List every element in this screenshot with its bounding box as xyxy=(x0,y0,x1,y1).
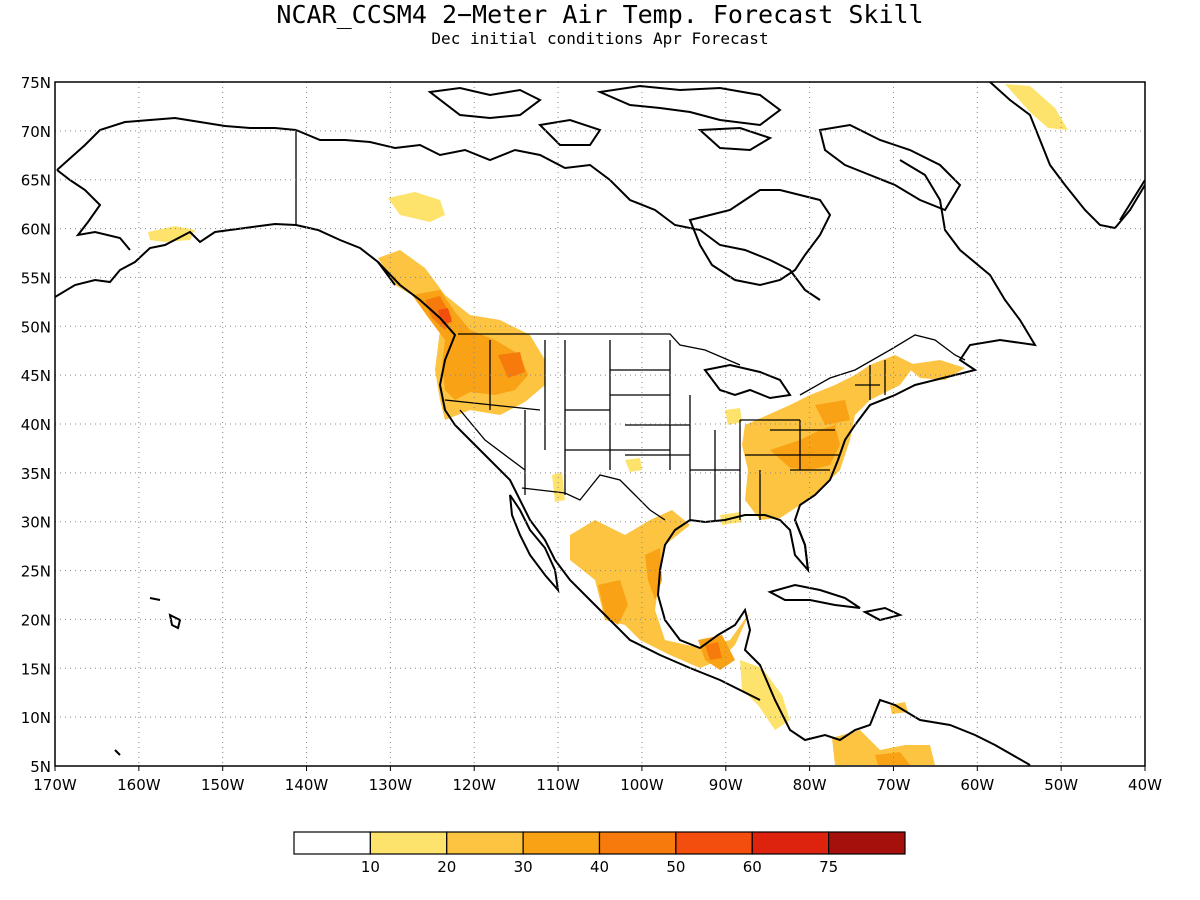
coast-florida xyxy=(794,519,809,571)
shade-mexico xyxy=(570,510,750,668)
lon-tick-label: 90W xyxy=(709,776,743,794)
coast-west-us xyxy=(377,261,761,701)
coast-alaska-sw xyxy=(56,169,131,251)
border-us-mexico xyxy=(521,474,666,521)
colorbar-swatch xyxy=(598,831,677,855)
lat-tick-label: 15N xyxy=(21,660,51,678)
lat-tick-label: 10N xyxy=(21,709,51,727)
chart-subtitle: Dec initial conditions Apr Forecast xyxy=(431,29,769,48)
coast-arctic-island-1 xyxy=(427,86,542,120)
coast-alaska xyxy=(55,222,396,298)
lat-tick-label: 45N xyxy=(21,367,51,385)
colorbar-label: 30 xyxy=(514,858,533,876)
colorbar-swatch xyxy=(293,831,371,855)
lat-tick-label: 50N xyxy=(21,318,51,336)
coast-cuba xyxy=(767,583,861,609)
shade-south-america xyxy=(832,730,935,765)
border-us-canada xyxy=(458,333,741,366)
colorbar-label: 40 xyxy=(590,858,609,876)
lon-tick-label: 40W xyxy=(1128,776,1162,794)
coast-hispaniola xyxy=(862,606,903,622)
shade-central-america xyxy=(740,660,790,730)
lon-tick-label: 60W xyxy=(960,776,994,794)
lon-tick-label: 160W xyxy=(117,776,161,794)
coast-great-lakes xyxy=(703,363,792,400)
colorbar-swatch xyxy=(522,831,601,855)
lon-tick-label: 100W xyxy=(620,776,664,794)
lon-tick-label: 140W xyxy=(285,776,329,794)
shade-greenland xyxy=(1005,84,1068,130)
coast-arctic-island-3 xyxy=(537,118,602,146)
coastlines xyxy=(55,82,1145,766)
lat-tick-label: 20N xyxy=(21,611,51,629)
lon-tick-label: 120W xyxy=(452,776,496,794)
coast-alaska-west xyxy=(56,116,297,171)
coast-baja xyxy=(509,494,560,594)
lat-tick-label: 60N xyxy=(21,221,51,239)
lat-tick-label: 65N xyxy=(21,172,51,190)
lat-tick-label: 40N xyxy=(21,416,51,434)
colorbar-label: 20 xyxy=(437,858,456,876)
colorbar-swatch xyxy=(828,831,906,855)
colorbar-label: 10 xyxy=(361,858,380,876)
shade-midwest-spot xyxy=(725,408,742,425)
shade-new-england xyxy=(905,360,965,380)
colorbar: 10 20 30 40 50 60 75 xyxy=(293,831,906,876)
shade-yukon xyxy=(388,192,445,222)
chart-title: NCAR_CCSM4 2−Meter Air Temp. Forecast Sk… xyxy=(276,0,924,29)
coast-hawaii xyxy=(168,613,182,630)
colorbar-label: 75 xyxy=(819,858,838,876)
political-borders xyxy=(295,130,966,521)
coast-labrador xyxy=(656,159,1037,766)
lat-tick-label: 30N xyxy=(21,514,51,532)
shade-east-us-core xyxy=(770,425,840,470)
coast-arctic-island-2 xyxy=(596,84,782,127)
lon-tick-label: 70W xyxy=(877,776,911,794)
shade-idaho xyxy=(498,352,525,378)
shade-texas-spot xyxy=(625,458,642,472)
coast-arctic-island-4 xyxy=(697,126,773,152)
lon-tick-label: 170W xyxy=(33,776,77,794)
coast-greenland-east xyxy=(1119,179,1145,221)
coast-baffin xyxy=(818,123,962,212)
border-us-canada-east xyxy=(799,334,966,396)
lon-tick-label: 130W xyxy=(369,776,413,794)
lon-tick-label: 110W xyxy=(536,776,580,794)
lat-tick-label: 55N xyxy=(21,269,51,287)
lat-tick-label: 75N xyxy=(21,74,51,92)
colorbar-swatch xyxy=(751,831,830,855)
shade-venezuela xyxy=(875,752,910,765)
coast-hawaii-2 xyxy=(149,597,161,601)
border-states-east xyxy=(740,360,886,520)
colorbar-swatch xyxy=(446,831,524,855)
coast-greenland xyxy=(989,82,1145,230)
coast-canada-arctic xyxy=(295,129,821,301)
skill-shading xyxy=(148,84,1068,765)
lon-tick-label: 80W xyxy=(793,776,827,794)
border-states-central xyxy=(610,340,741,520)
gridlines xyxy=(55,82,1145,766)
lat-tick-label: 5N xyxy=(30,758,51,776)
shade-guatemala-core xyxy=(705,642,722,660)
colorbar-swatch xyxy=(675,831,753,855)
map-frame xyxy=(54,81,1146,767)
coast-hawaii-3 xyxy=(114,749,121,756)
lat-tick-label: 70N xyxy=(21,123,51,141)
lat-tick-label: 35N xyxy=(21,465,51,483)
lon-tick-label: 150W xyxy=(201,776,245,794)
coast-hudson-bay xyxy=(688,189,832,287)
shade-alaska-coast xyxy=(148,226,195,242)
lon-tick-label: 50W xyxy=(1044,776,1078,794)
colorbar-label: 60 xyxy=(743,858,762,876)
lat-tick-label: 25N xyxy=(21,563,51,581)
shade-pennsylvania xyxy=(815,400,850,425)
shade-mexico-core xyxy=(598,580,628,625)
axis-labels: 170W 160W 150W 140W 130W 120W 110W 100W 90W 80W 70… xyxy=(21,74,1162,794)
colorbar-swatch xyxy=(369,831,448,855)
colorbar-label: 50 xyxy=(666,858,685,876)
